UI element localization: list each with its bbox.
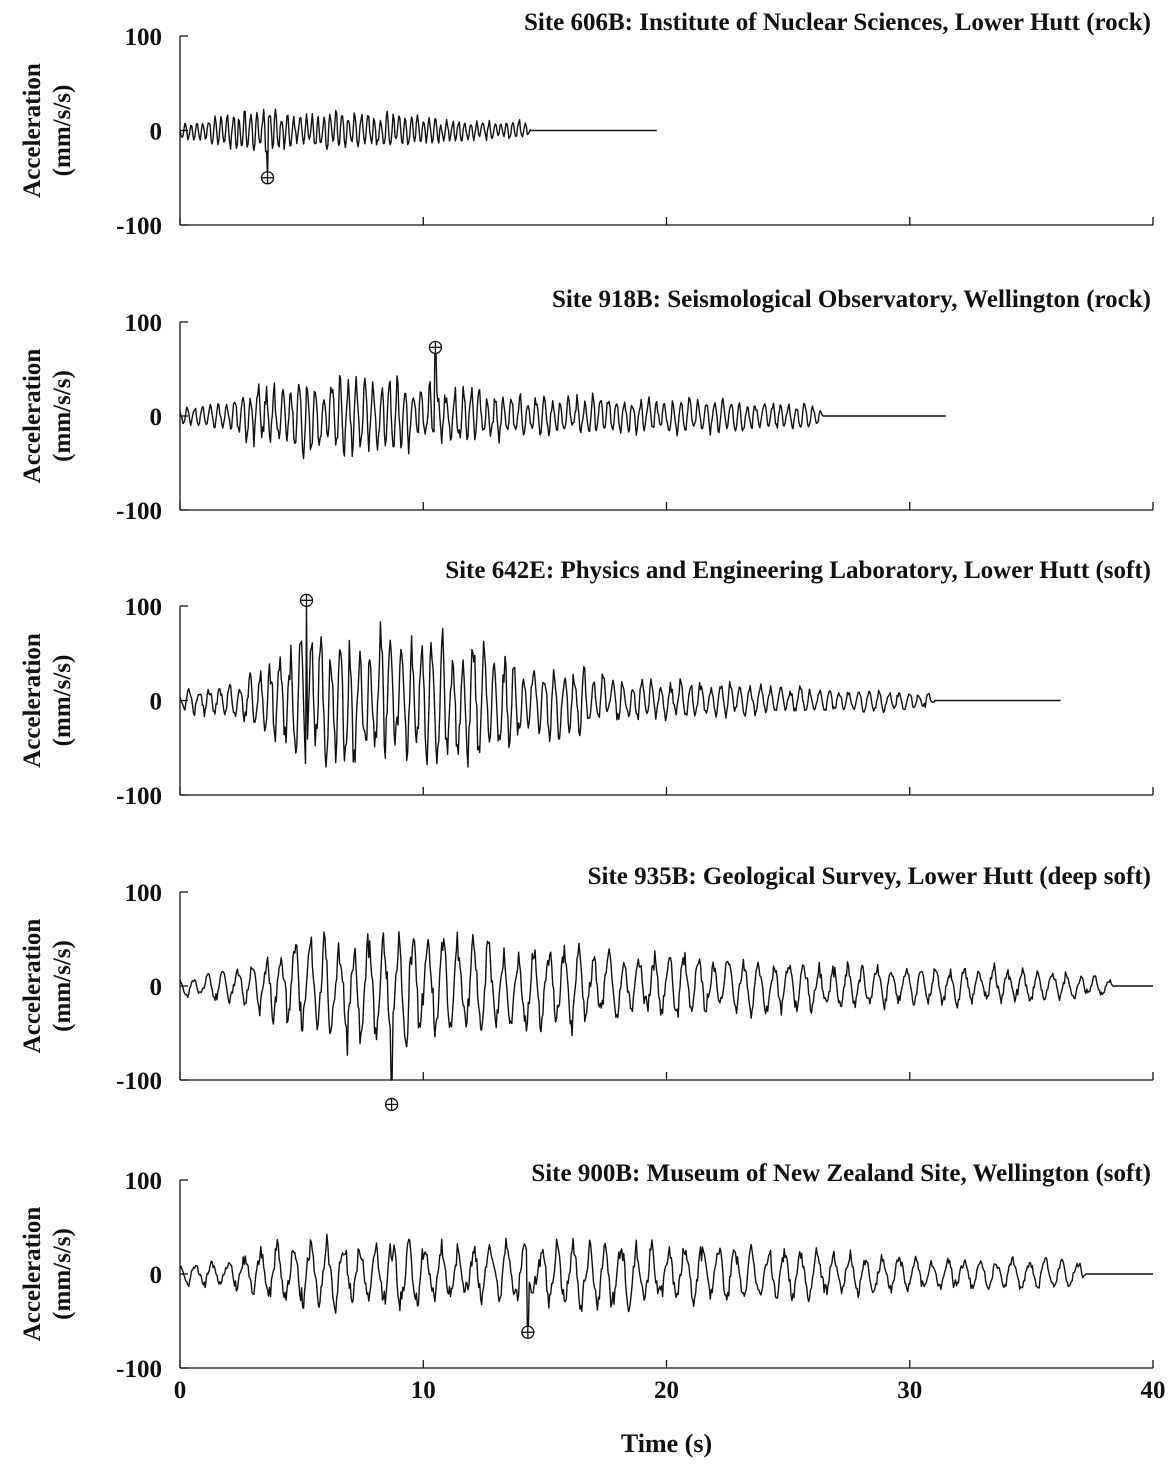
peak-marker: [260, 171, 275, 185]
panel-3: 100 0 -100 Site 642E: Physics and Engineeri…: [19, 557, 1154, 810]
panel-1: 100 0 -100 Site 606B: Institute of Nuclear …: [19, 9, 1154, 240]
y-tick-label: 100: [125, 594, 163, 621]
x-tick-label: 20: [654, 1377, 679, 1404]
acceleration-trace: [179, 346, 946, 460]
panel-title: Site 935B: Geological Survey, Lower Hutt…: [588, 863, 1151, 890]
y-tick-label: -100: [116, 1356, 162, 1383]
panel-title: Site 900B: Museum of New Zealand Site, W…: [531, 1160, 1151, 1187]
y-tick-label: 100: [125, 1168, 163, 1195]
x-tick-label: 30: [897, 1377, 922, 1404]
panel-5: 100 0 -100 0 10 20 30 40 Site 900B: Museum of Ne…: [19, 1160, 1166, 1458]
y-tick-label: 0: [150, 974, 163, 1001]
acceleration-trace: [179, 108, 657, 179]
acceleration-trace: [179, 931, 1153, 1081]
y-axis-label: Acceleration (mm/s/s): [19, 63, 76, 198]
x-tick-label: 40: [1141, 1377, 1166, 1404]
panel-4: 100 0 -100 Site 935B: Geological Survey, Lo…: [19, 863, 1154, 1112]
y-tick-label: -100: [116, 498, 162, 525]
panel-title: Site 642E: Physics and Engineering Labor…: [445, 557, 1151, 584]
panel-title: Site 918B: Seismological Observatory, We…: [552, 286, 1151, 313]
x-tick-label: 0: [174, 1377, 187, 1404]
y-tick-label: -100: [116, 213, 162, 240]
peak-marker: [384, 1097, 399, 1112]
peak-marker: [299, 593, 314, 607]
y-axis-label: Acceleration (mm/s/s): [19, 919, 76, 1054]
y-axis-label: Acceleration (mm/s/s): [19, 349, 76, 484]
y-tick-label: 100: [125, 310, 163, 337]
y-tick-label: 100: [125, 880, 163, 907]
y-axis-label: Acceleration (mm/s/s): [19, 633, 76, 768]
y-tick-label: 100: [125, 24, 163, 51]
panel-title: Site 606B: Institute of Nuclear Sciences…: [524, 9, 1151, 36]
peak-marker: [521, 1325, 535, 1339]
y-tick-label: 0: [150, 1262, 163, 1289]
peak-marker: [428, 340, 443, 355]
y-tick-label: -100: [116, 1068, 162, 1095]
acceleration-trace: [179, 1233, 1153, 1334]
y-tick-label: 0: [150, 404, 163, 431]
panel-2: 100 0 -100 Site 918B: Seismological Observa…: [19, 286, 1154, 525]
y-tick-label: 0: [150, 119, 163, 146]
acceleration-trace: [179, 605, 1061, 768]
y-axis-label: Acceleration (mm/s/s): [19, 1207, 76, 1342]
x-tick-label: 10: [411, 1377, 436, 1404]
y-tick-label: -100: [116, 783, 162, 810]
x-axis-label: Time (s): [621, 1429, 712, 1458]
y-tick-label: 0: [150, 689, 163, 716]
